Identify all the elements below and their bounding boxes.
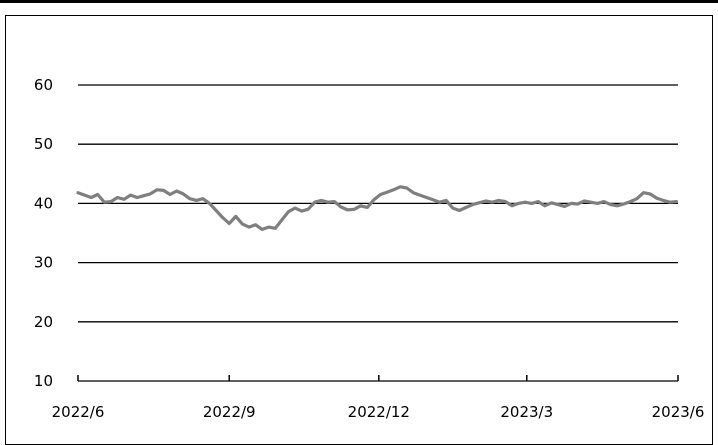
series-group (76, 185, 678, 231)
chart-frame (5, 15, 713, 445)
y-tick-label: 40 (34, 194, 53, 212)
y-tick-label: 20 (34, 313, 53, 331)
x-tick-label: 2023/6 (652, 403, 705, 421)
y-tick-label: 30 (34, 254, 53, 272)
gridlines (78, 84, 678, 323)
top-rule (0, 0, 718, 3)
x-axis-tick-labels: 2022/6 2022/9 2022/12 2023/3 2023/6 (52, 403, 705, 421)
series-line (76, 185, 678, 231)
y-tick-label: 60 (34, 76, 53, 94)
x-tick-label: 2022/12 (348, 403, 410, 421)
x-tick-label: 2022/6 (52, 403, 105, 421)
y-axis-tick-labels: 10 20 30 40 50 60 (34, 76, 53, 390)
x-axis (77, 375, 679, 382)
x-tick-label: 2023/3 (500, 403, 553, 421)
y-tick-label: 10 (34, 372, 53, 390)
x-tick-label: 2022/9 (203, 403, 256, 421)
y-tick-label: 50 (34, 135, 53, 153)
